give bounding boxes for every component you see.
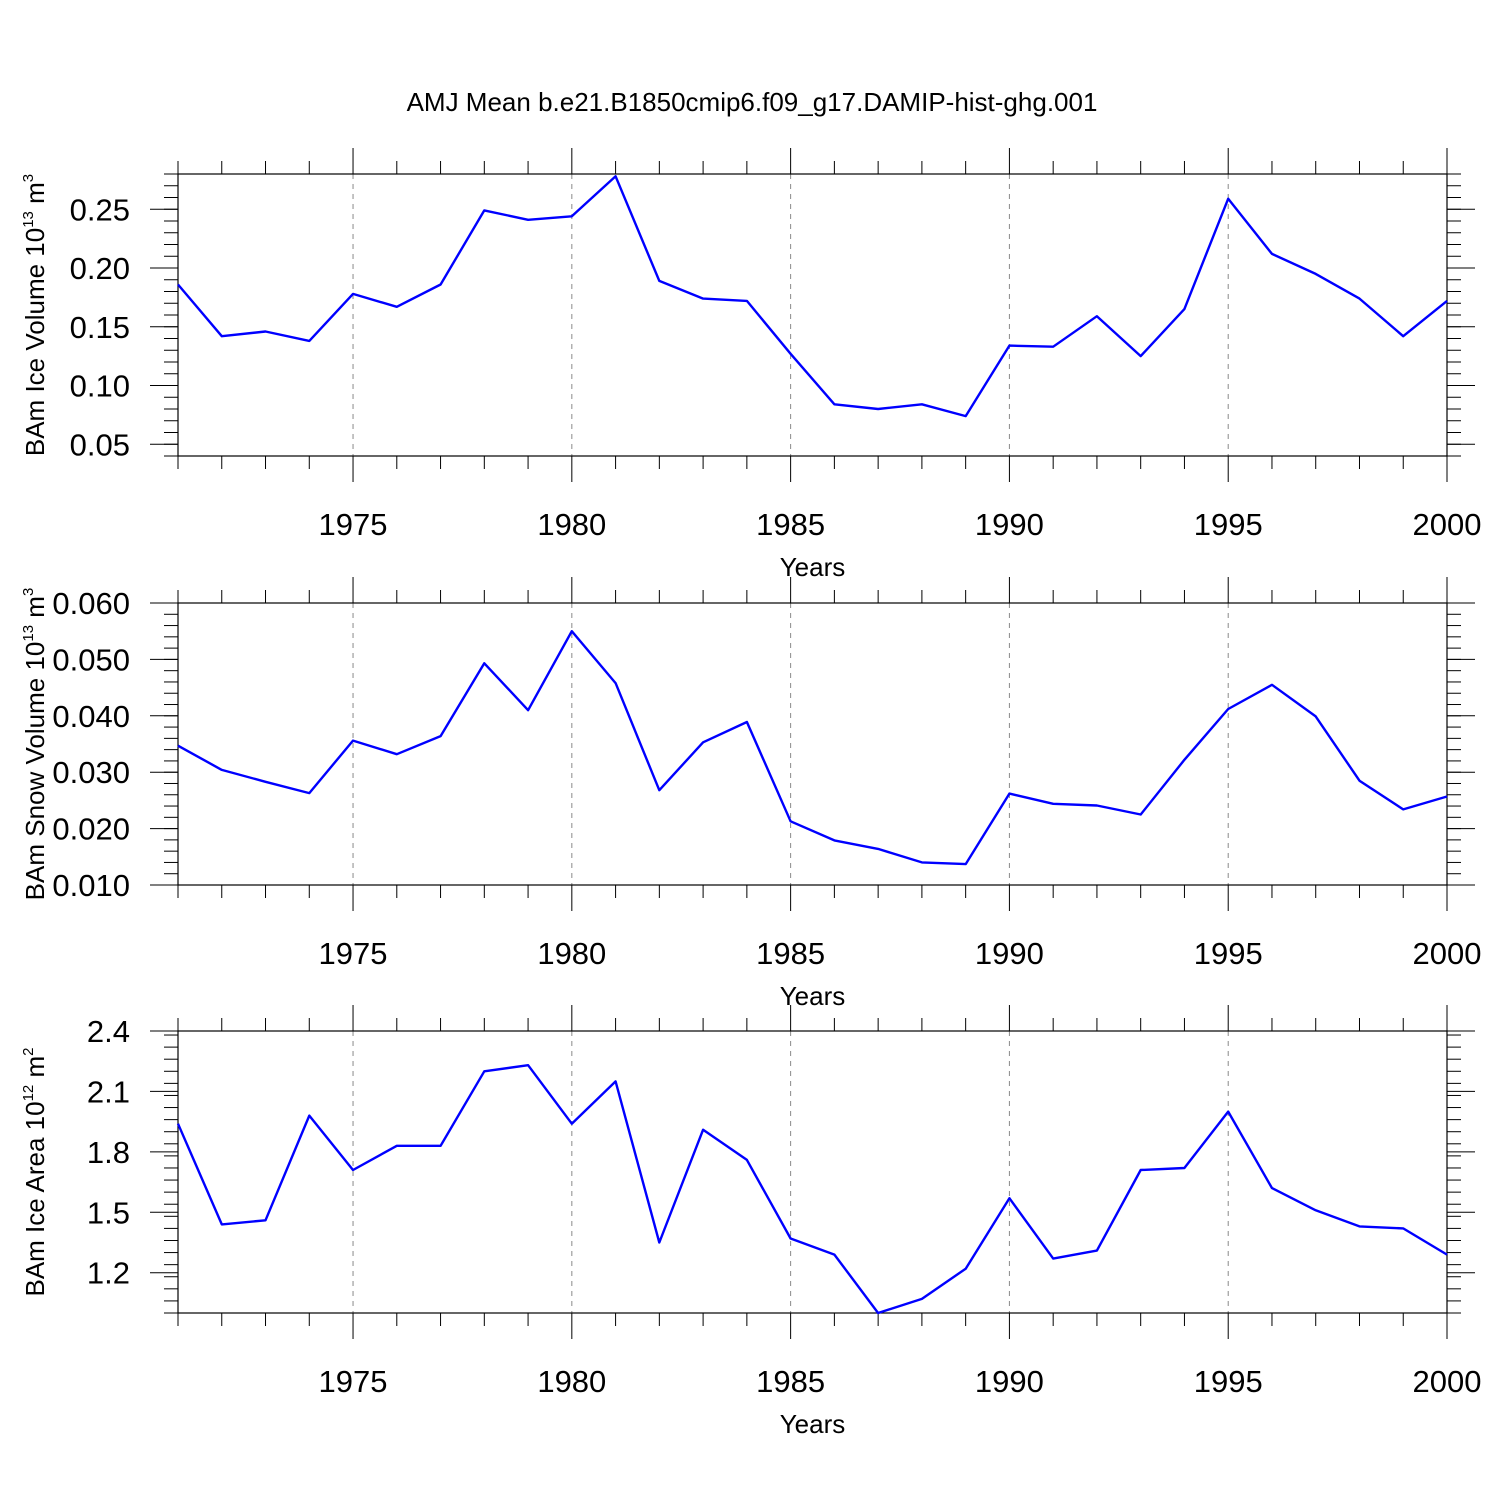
y-tick-label: 0.25	[70, 192, 130, 227]
x-tick-label: 1975	[319, 1364, 388, 1399]
x-tick-label: 1975	[319, 936, 388, 971]
y-tick-label: 0.020	[52, 812, 130, 847]
x-tick-label: 1980	[537, 936, 606, 971]
y-tick-label: 0.030	[52, 755, 130, 790]
y-tick-label: 0.060	[52, 586, 130, 621]
y-tick-label: 1.5	[87, 1195, 130, 1230]
x-tick-label: 2000	[1413, 936, 1482, 971]
series-line	[177, 630, 1448, 866]
y-tick-label: 0.010	[52, 868, 130, 903]
y-axis-title: BAm Snow Volume 1013 m3	[20, 588, 50, 901]
y-tick-label: 2.1	[87, 1074, 130, 1109]
y-tick-label: 0.040	[52, 699, 130, 734]
plot-frame	[177, 1030, 1448, 1314]
x-tick-label: 1995	[1194, 1364, 1263, 1399]
y-tick-label: 0.05	[70, 427, 130, 462]
y-axis-title: BAm Ice Area 1012 m2	[20, 1047, 50, 1296]
x-tick-label: 2000	[1413, 507, 1482, 542]
chart-panel-1: 0.05 0.10 0.15 0.20 0.25 1975 1980 1985 1990 1995…	[20, 148, 1481, 582]
y-tick-label: 1.8	[87, 1135, 130, 1170]
x-tick-label: 1985	[756, 1364, 825, 1399]
x-tick-label: 1980	[537, 507, 606, 542]
x-tick-label: 2000	[1413, 1364, 1482, 1399]
plot-frame	[177, 173, 1448, 457]
plot-frame	[177, 602, 1448, 886]
x-tick-label: 1990	[975, 1364, 1044, 1399]
x-tick-label: 1980	[537, 1364, 606, 1399]
y-tick-label: 0.20	[70, 251, 130, 286]
y-tick-label: 0.10	[70, 369, 130, 404]
y-tick-label: 0.050	[52, 642, 130, 677]
x-tick-label: 1990	[975, 507, 1044, 542]
x-axis-title: Years	[780, 981, 846, 1011]
chart-panel-3: 1.2 1.5 1.8 2.1 2.4 1975 1980 1985 1990 1995 2000 Y…	[20, 1005, 1481, 1439]
chart-panel-2: 0.010 0.020 0.030 0.040 0.050 0.060 1975 1980 19…	[20, 577, 1481, 1011]
x-tick-label: 1985	[756, 936, 825, 971]
x-tick-label: 1995	[1194, 936, 1263, 971]
x-axis-title: Years	[780, 1409, 846, 1439]
x-tick-label: 1975	[319, 507, 388, 542]
x-tick-label: 1990	[975, 936, 1044, 971]
y-tick-label: 1.2	[87, 1256, 130, 1291]
y-tick-label: 0.15	[70, 310, 130, 345]
series-line	[177, 175, 1448, 418]
panels: 0.05 0.10 0.15 0.20 0.25 1975 1980 1985 1990 1995…	[20, 148, 1481, 1439]
y-tick-label: 2.4	[87, 1014, 130, 1049]
x-axis-title: Years	[780, 552, 846, 582]
y-axis-title: BAm Ice Volume 1013 m3	[20, 174, 50, 456]
x-tick-label: 1995	[1194, 507, 1263, 542]
chart-title: AMJ Mean b.e21.B1850cmip6.f09_g17.DAMIP-…	[407, 87, 1098, 117]
x-tick-label: 1985	[756, 507, 825, 542]
series-line	[176, 1063, 1448, 1315]
